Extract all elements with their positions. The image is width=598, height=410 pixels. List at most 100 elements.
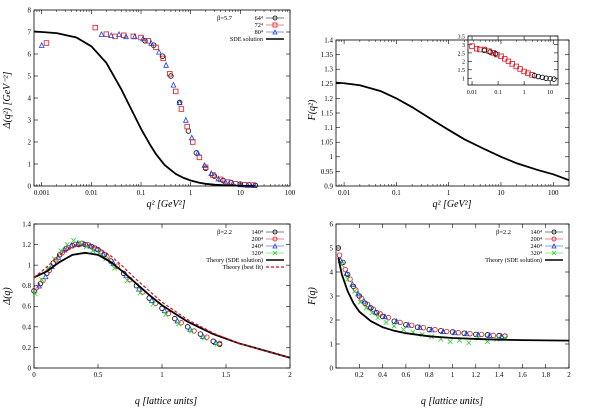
x-tick-label: 0.1 <box>137 189 146 197</box>
y-tick-label: 0.4 <box>22 323 31 331</box>
data-point <box>369 310 375 316</box>
data-point <box>481 47 488 54</box>
data-point <box>92 24 98 31</box>
legend-label: 240⁴ <box>252 243 263 250</box>
data-point <box>222 178 229 185</box>
data-point <box>176 321 182 327</box>
x-tick-label: 1.5 <box>222 371 231 379</box>
x-tick-label: 1.8 <box>541 371 550 379</box>
y-axis-label: F(q²) <box>307 99 318 121</box>
y-tick-label: 1.25 <box>321 80 334 88</box>
data-point <box>372 308 379 315</box>
y-tick-label: 5 <box>330 244 334 252</box>
data-point <box>176 99 183 106</box>
x-tick-label: 0.001 <box>34 189 50 197</box>
y-tick-label: 7 <box>28 28 32 36</box>
plot-frame <box>335 39 570 187</box>
data-point <box>428 326 435 333</box>
data-point <box>451 329 458 336</box>
data-point <box>140 35 147 42</box>
data-point <box>343 270 350 276</box>
y-tick-label: 1.5 <box>458 68 466 74</box>
legend-label: 72⁴ <box>255 22 263 29</box>
x-tick-label: 1.6 <box>518 371 527 379</box>
data-point <box>393 318 400 324</box>
data-point <box>217 176 224 183</box>
legend-header: β=5.7 <box>217 15 233 22</box>
legend-label: 320⁴ <box>531 250 542 257</box>
x-tick-label: 1 <box>523 90 526 96</box>
data-point <box>39 276 45 283</box>
legend-label: 200⁴ <box>531 236 542 243</box>
x-axis-label: q² [GeV²] <box>146 199 185 210</box>
y-axis-label: Δ(q²) [GeV⁻²] <box>2 71 13 129</box>
legend-marker <box>272 250 278 256</box>
legend-label: 240⁴ <box>531 243 542 250</box>
data-point <box>381 313 388 320</box>
data-point <box>383 319 389 325</box>
data-point <box>103 31 110 37</box>
y-tick-label: 0.9 <box>324 182 333 190</box>
y-tick-label: 0 <box>28 182 32 190</box>
data-point <box>336 252 343 258</box>
y-tick-label: 4 <box>330 268 334 276</box>
data-point <box>447 339 453 345</box>
legend-label: Theory (SDE solution) <box>206 257 263 264</box>
data-point <box>335 245 342 251</box>
data-point <box>201 161 208 168</box>
data-point <box>215 175 222 182</box>
series-line <box>33 251 291 359</box>
legend-marker <box>272 29 278 35</box>
data-point <box>374 310 380 316</box>
data-point <box>182 116 189 123</box>
x-tick-label: 10 <box>497 189 505 197</box>
data-point <box>391 323 397 329</box>
y-tick-label: 1 <box>28 262 32 270</box>
x-tick-label: 0.5 <box>94 371 103 379</box>
x-tick-label: 1.2 <box>471 371 480 379</box>
x-tick-label: 1 <box>447 189 451 197</box>
data-point <box>208 170 215 176</box>
x-tick-label: 0.1 <box>392 189 401 197</box>
y-tick-label: 0.8 <box>22 282 31 290</box>
x-tick-label: 2 <box>567 371 571 379</box>
x-tick-label: 1.4 <box>495 371 504 379</box>
y-tick-label: 2.5 <box>458 51 466 57</box>
legend-label: Theory (SDE solution) <box>485 257 542 264</box>
data-point <box>64 241 70 248</box>
series-line <box>33 243 291 359</box>
data-point <box>237 181 244 188</box>
data-point <box>32 291 38 297</box>
x-tick-label: 0.4 <box>378 371 387 379</box>
data-point <box>363 305 369 311</box>
legend-label: SDE solution <box>230 36 263 43</box>
y-tick-label: 3.5 <box>458 34 466 40</box>
y-tick-label: 6 <box>330 220 334 228</box>
y-tick-label: 2 <box>28 138 32 146</box>
y-tick-label: 1.4 <box>22 220 31 228</box>
data-point <box>352 288 358 294</box>
x-tick-label: 0.1 <box>494 90 502 96</box>
data-point <box>525 70 531 76</box>
y-tick-label: 2 <box>330 316 334 324</box>
data-point <box>344 271 351 278</box>
data-point <box>521 68 527 75</box>
y-tick-label: 0 <box>28 364 32 372</box>
series-line <box>33 30 256 187</box>
data-point <box>80 240 87 247</box>
data-point <box>201 335 207 341</box>
legend-marker <box>551 229 557 235</box>
data-point <box>116 31 122 37</box>
legend-marker <box>272 22 278 28</box>
data-point <box>58 248 64 254</box>
y-tick-label: 0 <box>330 364 334 372</box>
x-tick-label: 1 <box>160 371 164 379</box>
data-point <box>349 280 356 287</box>
legend-marker <box>272 229 278 235</box>
y-tick-label: 1 <box>462 77 465 83</box>
data-point <box>137 290 143 296</box>
x-tick-label: 0.01 <box>338 189 351 197</box>
data-point <box>160 55 166 62</box>
data-point <box>42 273 49 280</box>
y-axis-label: F(q) <box>307 286 318 305</box>
